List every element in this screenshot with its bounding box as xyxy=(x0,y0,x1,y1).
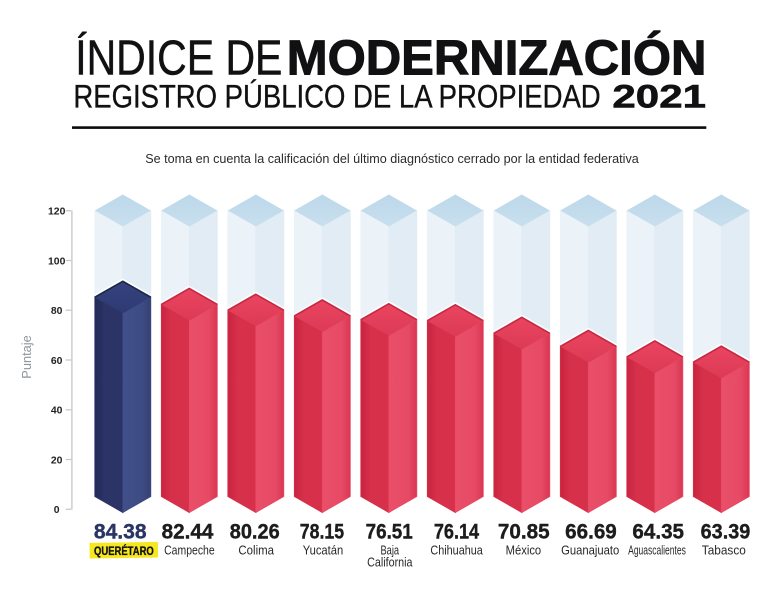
svg-text:0: 0 xyxy=(54,505,60,516)
svg-text:México: México xyxy=(506,543,542,558)
svg-text:84.38: 84.38 xyxy=(94,519,147,543)
svg-text:Aguascalientes: Aguascalientes xyxy=(628,544,686,558)
svg-text:Guanajuato: Guanajuato xyxy=(561,543,619,558)
svg-text:Puntaje: Puntaje xyxy=(19,335,34,378)
svg-text:Tabasco: Tabasco xyxy=(702,543,746,557)
svg-text:2021: 2021 xyxy=(612,78,706,114)
svg-text:76.51: 76.51 xyxy=(366,520,413,543)
svg-text:120: 120 xyxy=(48,207,66,218)
svg-text:Yucatán: Yucatán xyxy=(303,543,343,558)
svg-text:80: 80 xyxy=(51,306,63,317)
svg-text:40: 40 xyxy=(51,406,63,417)
svg-text:63.39: 63.39 xyxy=(701,520,751,544)
svg-text:78.15: 78.15 xyxy=(300,520,344,544)
svg-text:ÍNDICE DE: ÍNDICE DE xyxy=(75,30,282,86)
svg-text:80.26: 80.26 xyxy=(230,520,280,544)
svg-text:REGISTRO PÚBLICO DE LA PROPIED: REGISTRO PÚBLICO DE LA PROPIEDAD xyxy=(73,79,600,115)
svg-text:Campeche: Campeche xyxy=(164,545,215,558)
svg-text:20: 20 xyxy=(51,455,63,466)
svg-text:Baja: Baja xyxy=(380,544,399,558)
svg-text:Chihuahua: Chihuahua xyxy=(430,544,483,558)
svg-text:60: 60 xyxy=(51,356,63,367)
svg-text:100: 100 xyxy=(48,256,66,267)
svg-text:QUERÉTARO: QUERÉTARO xyxy=(94,544,154,558)
svg-text:66.69: 66.69 xyxy=(565,520,617,544)
svg-text:76.14: 76.14 xyxy=(434,520,479,544)
svg-text:64.35: 64.35 xyxy=(632,520,684,544)
svg-text:Se toma en cuenta la calificac: Se toma en cuenta la calificación del úl… xyxy=(145,152,639,166)
svg-text:California: California xyxy=(367,556,413,570)
svg-text:82.44: 82.44 xyxy=(162,520,214,544)
svg-text:70.85: 70.85 xyxy=(498,520,550,544)
svg-text:MODERNIZACIÓN: MODERNIZACIÓN xyxy=(287,29,707,85)
svg-text:Colima: Colima xyxy=(238,543,274,558)
